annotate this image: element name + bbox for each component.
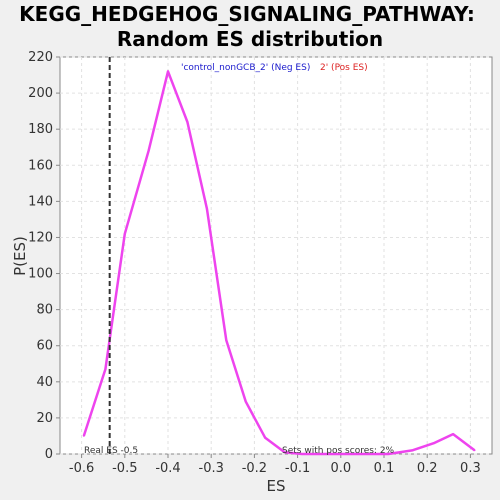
series-line	[82, 70, 476, 456]
y-tick-label: 180	[28, 122, 53, 137]
y-tick-label: 220	[28, 50, 53, 65]
series-point	[104, 368, 107, 370]
y-tick-label: 140	[28, 194, 53, 209]
series-layer	[82, 70, 476, 456]
series-point	[82, 435, 85, 437]
series-point	[283, 451, 286, 453]
x-tick-label: -0.6	[69, 461, 94, 476]
y-tick-label: 20	[36, 411, 53, 426]
series-point	[167, 70, 169, 73]
x-tick-label: -0.2	[242, 461, 267, 476]
series-point	[264, 436, 267, 439]
series-point	[124, 233, 126, 235]
legend-pos-label: 2' (Pos ES)	[320, 63, 368, 73]
x-axis-ticks: -0.6 -0.5 -0.4 -0.3 -0.2 -0.1 0.0 0.1 0.2 0.3	[69, 454, 481, 476]
series-point	[186, 121, 189, 123]
grid	[60, 56, 492, 455]
series-point	[432, 442, 435, 444]
real-es-annotation: Real ES -0.5	[84, 446, 138, 456]
chart-title-line2: Random ES distribution	[117, 27, 383, 51]
series-point	[225, 339, 228, 342]
chart-title-line1: KEGG_HEDGEHOG_SIGNALING_PATHWAY:	[19, 2, 475, 26]
legend-neg-label: 'control_nonGCB_2' (Neg ES)	[181, 63, 310, 73]
x-tick-label: -0.4	[155, 461, 180, 476]
series-point	[322, 453, 325, 455]
y-tick-label: 120	[28, 230, 53, 245]
series-point	[387, 453, 390, 455]
series-point	[452, 433, 454, 435]
y-tick-label: 0	[45, 447, 53, 462]
series-point	[206, 207, 208, 210]
y-tick-label: 60	[36, 339, 53, 354]
y-tick-label: 80	[36, 303, 53, 318]
x-tick-label: -0.1	[285, 461, 310, 476]
series-point	[244, 400, 247, 403]
x-tick-label: 0.0	[330, 461, 351, 476]
x-tick-label: -0.3	[199, 461, 224, 476]
series-point	[411, 449, 413, 452]
series-point	[301, 453, 303, 455]
x-tick-label: -0.5	[112, 461, 137, 476]
plot-area	[59, 56, 493, 455]
series-point	[473, 449, 476, 452]
pos-scores-annotation: Sets with pos scores: 2%	[282, 446, 395, 456]
y-axis-ticks: 0 20 40 60 80 100 120 140 160 180 200 220	[28, 50, 60, 462]
x-tick-label: 0.2	[417, 461, 438, 476]
x-tick-label: 0.1	[374, 461, 395, 476]
y-axis-label: P(ES)	[11, 236, 29, 276]
x-tick-label: 0.3	[460, 461, 481, 476]
series-point	[344, 453, 346, 455]
x-axis-label: ES	[267, 477, 286, 495]
y-tick-label: 100	[28, 267, 53, 282]
series-point	[365, 453, 368, 455]
y-tick-label: 200	[28, 86, 53, 101]
series-point	[147, 150, 150, 152]
y-tick-label: 40	[36, 375, 53, 390]
y-tick-label: 160	[28, 158, 53, 173]
